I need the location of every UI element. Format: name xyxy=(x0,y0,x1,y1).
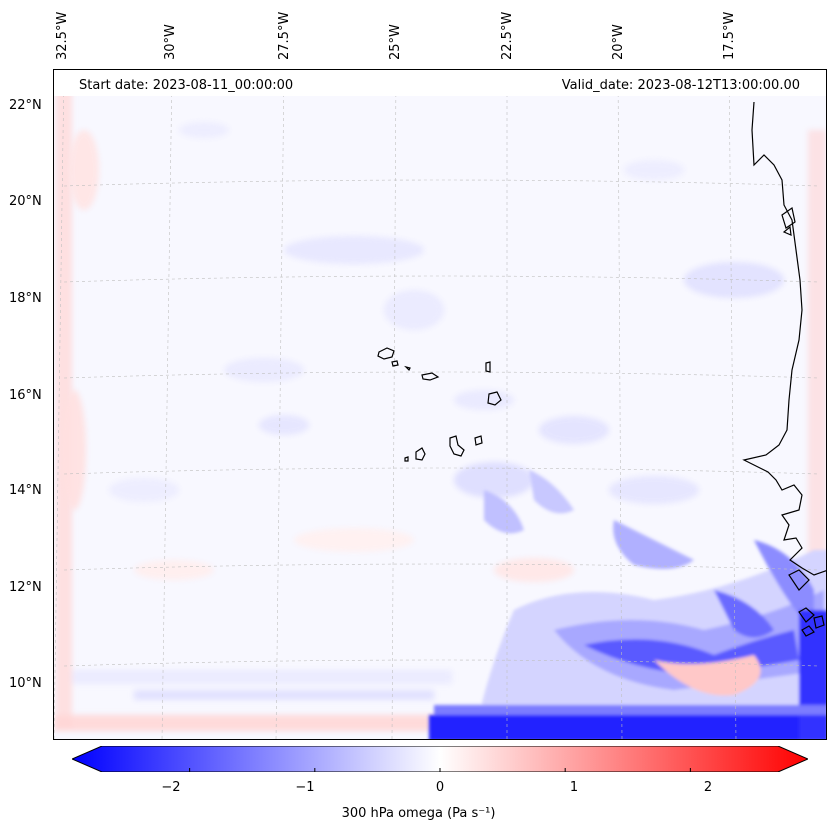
colorbar-tick-neg1: −1 xyxy=(295,780,315,795)
colorbar-tick-0: 0 xyxy=(435,780,445,795)
map-panel: Start date: 2023-08-11_00:00:00 Valid_da… xyxy=(53,69,827,740)
colorbar xyxy=(70,745,810,773)
lon-label-30w: 30°W xyxy=(163,24,178,60)
colorbar-tick-neg2: −2 xyxy=(161,780,181,795)
colorbar-tick-1: 1 xyxy=(569,780,579,795)
lat-label-22n: 22°N xyxy=(9,98,42,113)
lat-label-18n: 18°N xyxy=(9,291,42,306)
cape-verde-islands xyxy=(377,347,502,462)
lon-label-17-5w: 17.5°W xyxy=(722,11,737,60)
strong-ascent-region xyxy=(429,470,826,739)
valid-date-text: Valid_date: 2023-08-12T13:00:00.00 xyxy=(561,78,800,93)
weak-ascent-patches xyxy=(62,122,784,582)
lon-label-27-5w: 27.5°W xyxy=(277,11,292,60)
lat-label-12n: 12°N xyxy=(9,580,42,595)
graticule xyxy=(54,70,819,739)
lat-label-10n: 10°N xyxy=(9,676,42,691)
lon-label-25w: 25°W xyxy=(388,24,403,60)
colorbar-label: 300 hPa omega (Pa s⁻¹) xyxy=(341,806,496,821)
lat-label-14n: 14°N xyxy=(9,483,42,498)
lat-label-16n: 16°N xyxy=(9,388,42,403)
lon-label-32-5w: 32.5°W xyxy=(55,11,70,60)
african-coastline xyxy=(742,101,826,637)
lon-label-22-5w: 22.5°W xyxy=(500,11,515,60)
colorbar-tick-2: 2 xyxy=(703,780,713,795)
omega-field xyxy=(54,70,826,739)
lon-label-20w: 20°W xyxy=(611,24,626,60)
date-banner: Start date: 2023-08-11_00:00:00 Valid_da… xyxy=(54,70,826,96)
lat-label-20n: 20°N xyxy=(9,194,42,209)
start-date-text: Start date: 2023-08-11_00:00:00 xyxy=(79,78,294,93)
colorbar-graphic xyxy=(70,745,810,773)
